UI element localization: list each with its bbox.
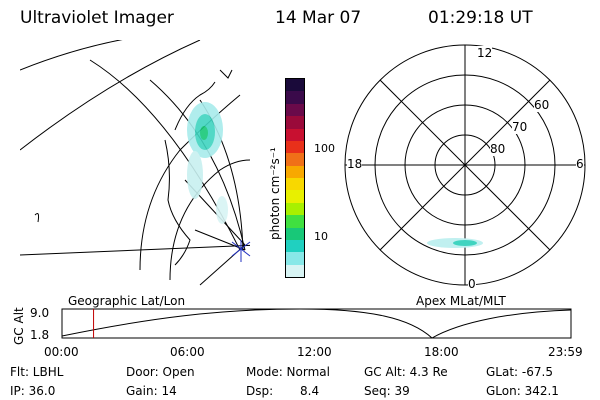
colorbar bbox=[285, 78, 305, 278]
dsp-value: 8.4 bbox=[300, 384, 320, 398]
altitude-ymin: 1.8 bbox=[30, 328, 50, 342]
time-text: 01:29:18 UT bbox=[428, 8, 533, 28]
ip-text: IP: 36.0 bbox=[10, 384, 56, 398]
colorbar-segment bbox=[286, 140, 304, 154]
colorbar-tick-100: 100 bbox=[314, 142, 335, 155]
dsp-label: Dsp: bbox=[246, 384, 274, 398]
colorbar-segment bbox=[286, 116, 304, 129]
colorbar-segment bbox=[286, 91, 304, 104]
door-text: Door: Open bbox=[126, 365, 195, 379]
x-tick-1200: 12:00 bbox=[297, 345, 332, 359]
glon-text: GLon: 342.1 bbox=[486, 384, 559, 398]
gain-text: Gain: 14 bbox=[126, 384, 177, 398]
seq-text: Seq: 39 bbox=[364, 384, 410, 398]
glat-text: GLat: -67.5 bbox=[486, 365, 553, 379]
colorbar-segment bbox=[286, 103, 304, 117]
x-tick-1800: 18:00 bbox=[424, 345, 459, 359]
geo-panel-label: Geographic Lat/Lon bbox=[68, 294, 186, 308]
mlt-label-12: 12 bbox=[477, 46, 493, 60]
colorbar-segment bbox=[286, 79, 304, 92]
mlt-label-0: 0 bbox=[468, 277, 476, 291]
colorbar-segment bbox=[286, 202, 304, 216]
aurora-emission-polar bbox=[427, 238, 483, 248]
filter-text: Flt: LBHL bbox=[10, 365, 64, 379]
colorbar-tick-10: 10 bbox=[314, 230, 328, 243]
altitude-ymax: 9.0 bbox=[30, 306, 50, 320]
colorbar-segment bbox=[286, 128, 304, 141]
colorbar-segment bbox=[286, 215, 304, 228]
aurora-emission-geo bbox=[187, 102, 228, 224]
date-text: 14 Mar 07 bbox=[275, 8, 362, 28]
mlt-label-6: 6 bbox=[576, 157, 584, 171]
mode-text: Mode: Normal bbox=[246, 365, 330, 379]
x-tick-0600: 06:00 bbox=[170, 345, 205, 359]
app-title: Ultraviolet Imager bbox=[20, 8, 174, 28]
lat-label-80: 80 bbox=[490, 142, 506, 156]
colorbar-segment bbox=[286, 227, 304, 240]
colorbar-segment bbox=[286, 153, 304, 166]
gc-alt-text: GC Alt: 4.3 Re bbox=[364, 365, 448, 379]
x-tick-2359: 23:59 bbox=[548, 345, 583, 359]
colorbar-segment bbox=[286, 165, 304, 178]
lat-label-60: 60 bbox=[534, 98, 550, 112]
polar-panel-label: Apex MLat/MLT bbox=[416, 294, 506, 308]
colorbar-segment bbox=[286, 239, 304, 253]
mlt-label-18: 18 bbox=[347, 157, 363, 171]
colorbar-segment bbox=[286, 190, 304, 203]
colorbar-segment bbox=[286, 252, 304, 265]
lat-label-70: 70 bbox=[512, 120, 528, 134]
colorbar-segment bbox=[286, 264, 304, 277]
x-tick-0000: 00:00 bbox=[44, 345, 79, 359]
colorbar-segment bbox=[286, 178, 304, 191]
